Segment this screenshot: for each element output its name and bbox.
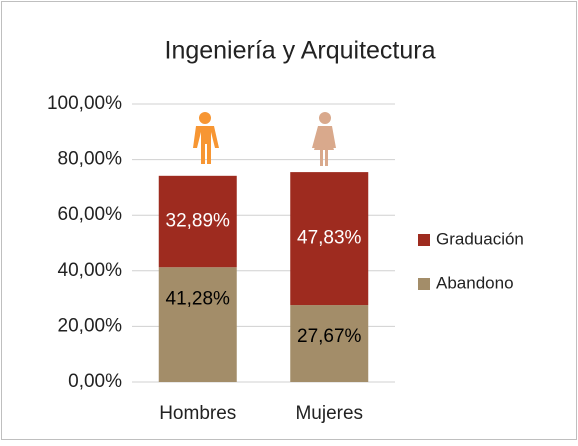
grid: 0,00% 20,00% 40,00% 60,00% 80,00% 100,00% — [47, 93, 395, 392]
value-label: 32,89% — [166, 211, 231, 232]
y-tick-label: 80,00% — [58, 149, 123, 170]
female-icon — [312, 112, 336, 166]
bar-segment — [290, 305, 369, 382]
bar-segment — [290, 172, 369, 306]
y-tick-label: 40,00% — [58, 260, 123, 281]
y-tick-label: 60,00% — [58, 204, 123, 225]
legend-swatch — [418, 278, 430, 290]
value-label: 41,28% — [166, 288, 231, 309]
x-tick-label: Hombres — [159, 403, 236, 424]
bar-segment — [158, 175, 237, 268]
male-icon — [193, 112, 219, 164]
y-tick-label: 20,00% — [58, 315, 123, 336]
y-tick-label: 0,00% — [68, 371, 122, 392]
value-label: 27,67% — [297, 326, 362, 347]
legend-swatch — [418, 234, 430, 246]
chart-title: Ingeniería y Arquitectura — [165, 37, 436, 65]
bar-segment — [158, 267, 237, 382]
y-tick-label: 100,00% — [47, 93, 122, 114]
legend-label: Abandono — [436, 273, 514, 292]
legend-label: Graduación — [436, 229, 524, 248]
value-label: 47,83% — [297, 228, 362, 249]
bars: Hombres 41,28% 32,89% Mujeres 27,67% 47,83% — [158, 172, 369, 424]
x-tick-label: Mujeres — [295, 403, 363, 424]
legend: Graduación Abandono — [418, 229, 524, 292]
